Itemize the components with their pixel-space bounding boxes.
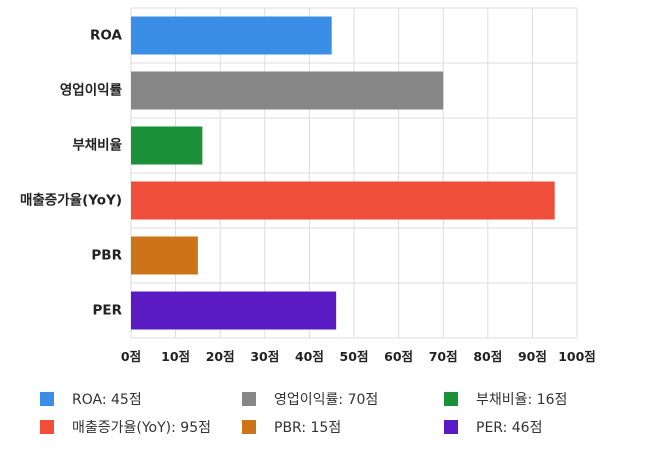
bar-1	[131, 71, 444, 110]
bar-5	[131, 291, 337, 330]
x-tick-label-7: 70점	[429, 349, 458, 364]
category-label-0: ROA	[90, 28, 123, 44]
legend-swatch-0	[40, 392, 54, 406]
x-tick-label-10: 100점	[558, 349, 596, 364]
legend-label-2: 부채비율: 16점	[476, 392, 568, 408]
legend-label-0: ROA: 45점	[72, 392, 142, 408]
bars	[131, 16, 555, 330]
legend-item-5: PER: 46점	[444, 416, 634, 438]
x-tick-label-3: 30점	[250, 349, 279, 364]
legend-item-4: PBR: 15점	[242, 416, 444, 438]
legend-swatch-5	[444, 420, 458, 434]
legend-item-0: ROA: 45점	[40, 388, 242, 410]
x-tick-label-6: 60점	[384, 349, 413, 364]
tick-labels: 0점 10점 20점 30점 40점 50점 60점 70점 80점 90점 100점	[121, 349, 596, 364]
legend-item-3: 매출증가율(YoY): 95점	[40, 416, 242, 438]
category-label-3: 매출증가율(YoY)	[20, 192, 122, 209]
grid-lines	[130, 7, 578, 339]
x-tick-label-1: 10점	[161, 349, 190, 364]
legend-swatch-2	[444, 392, 458, 406]
x-tick-label-4: 40점	[295, 349, 324, 364]
category-label-1: 영업이익률	[60, 82, 123, 99]
legend-label-3: 매출증가율(YoY): 95점	[72, 420, 211, 436]
x-tick-label-5: 50점	[340, 349, 369, 364]
category-label-5: PER	[92, 303, 122, 319]
bar-2	[131, 126, 203, 165]
legend-label-5: PER: 46점	[476, 420, 543, 436]
legend-label-4: PBR: 15점	[274, 420, 342, 436]
legend-swatch-3	[40, 420, 54, 434]
legend-swatch-1	[242, 392, 256, 406]
legend-item-1: 영업이익률: 70점	[242, 388, 444, 410]
legend-item-2: 부채비율: 16점	[444, 388, 634, 410]
x-tick-label-9: 90점	[518, 349, 547, 364]
x-tick-label-2: 20점	[206, 349, 235, 364]
category-label-4: PBR	[91, 248, 122, 264]
bar-3	[131, 181, 555, 220]
category-label-2: 부채비율	[72, 137, 122, 154]
bar-0	[131, 16, 332, 55]
legend-swatch-4	[242, 420, 256, 434]
legend-label-1: 영업이익률: 70점	[274, 392, 379, 408]
bar-4	[131, 236, 198, 275]
x-tick-label-8: 80점	[473, 349, 502, 364]
x-tick-label-0: 0점	[121, 349, 141, 364]
